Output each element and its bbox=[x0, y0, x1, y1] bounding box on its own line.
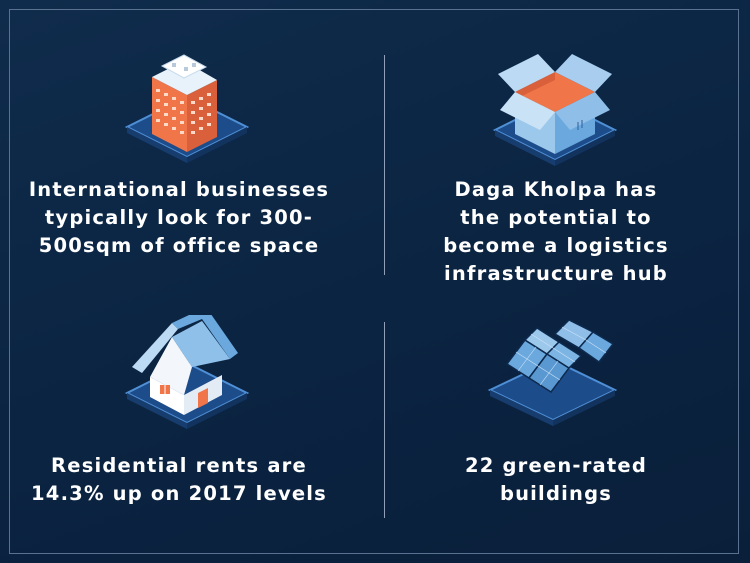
house-icon bbox=[124, 315, 250, 429]
text-line: become a logistics bbox=[443, 234, 669, 257]
fact-green-buildings-text: 22 green-rated buildings bbox=[386, 452, 726, 508]
text-line: 22 green-rated bbox=[464, 454, 647, 477]
text-line: Daga Kholpa has bbox=[454, 178, 658, 201]
border-frame bbox=[9, 9, 739, 554]
text-line: the potential to bbox=[460, 206, 652, 229]
text-line: buildings bbox=[499, 482, 613, 505]
text-line: Residential rents are bbox=[51, 454, 307, 477]
text-line: 500sqm of office space bbox=[38, 234, 320, 257]
text-line: International businesses bbox=[28, 178, 330, 201]
solar-panels-icon bbox=[487, 320, 618, 426]
fact-residential-rents-text: Residential rents are 14.3% up on 2017 l… bbox=[9, 452, 349, 508]
fact-logistics-hub-text: Daga Kholpa has the potential to become … bbox=[386, 176, 726, 288]
vertical-divider-top bbox=[384, 55, 385, 275]
fact-office-space-text: International businesses typically look … bbox=[9, 176, 349, 260]
text-line: infrastructure hub bbox=[444, 262, 668, 285]
text-line: typically look for 300- bbox=[44, 206, 314, 229]
vertical-divider-bottom bbox=[384, 322, 385, 518]
office-building-icon bbox=[124, 54, 250, 163]
text-line: 14.3% up on 2017 levels bbox=[31, 482, 327, 505]
open-box-icon bbox=[492, 54, 618, 166]
